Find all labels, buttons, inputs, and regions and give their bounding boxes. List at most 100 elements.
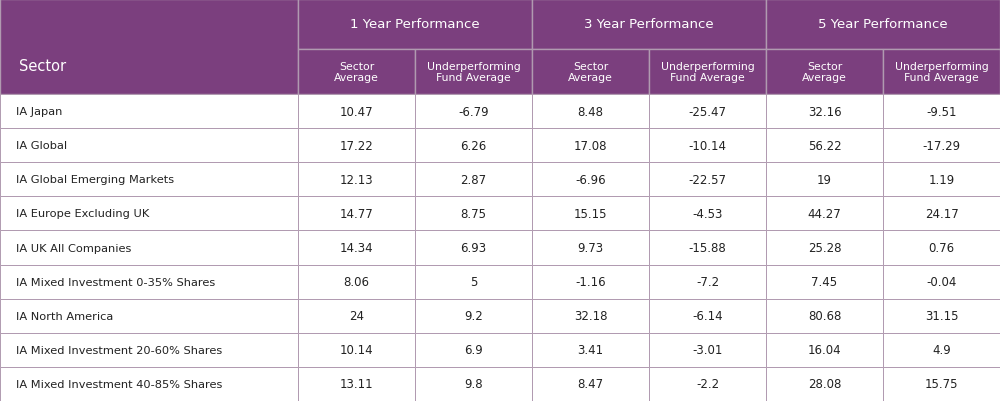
Text: 8.47: 8.47 (577, 377, 604, 391)
Bar (532, 0, 766, 50)
Bar (766, 333, 883, 367)
Text: 19: 19 (817, 173, 832, 186)
Bar (883, 231, 1000, 265)
Bar (0, 231, 298, 265)
Bar (883, 367, 1000, 401)
Text: 8.06: 8.06 (344, 275, 370, 288)
Text: 16.04: 16.04 (808, 344, 841, 356)
Text: 5 Year Performance: 5 Year Performance (818, 18, 948, 31)
Text: Underperforming
Fund Average: Underperforming Fund Average (895, 61, 988, 83)
Bar (298, 265, 415, 299)
Text: 6.9: 6.9 (464, 344, 483, 356)
Bar (766, 129, 883, 163)
Bar (0, 299, 298, 333)
Bar (649, 231, 766, 265)
Bar (0, 129, 298, 163)
Bar (415, 265, 532, 299)
Bar (883, 95, 1000, 129)
Text: 4.9: 4.9 (932, 344, 951, 356)
Bar (883, 129, 1000, 163)
Text: 3.41: 3.41 (577, 344, 604, 356)
Bar (649, 163, 766, 197)
Bar (298, 333, 415, 367)
Bar (415, 163, 532, 197)
Text: 5: 5 (470, 275, 477, 288)
Bar (649, 367, 766, 401)
Bar (766, 265, 883, 299)
Bar (649, 299, 766, 333)
Bar (298, 299, 415, 333)
Bar (415, 197, 532, 231)
Bar (0, 0, 298, 95)
Text: 24.17: 24.17 (925, 207, 958, 220)
Bar (0, 265, 298, 299)
Bar (766, 50, 883, 95)
Text: IA North America: IA North America (16, 311, 114, 321)
Bar (532, 95, 649, 129)
Bar (415, 299, 532, 333)
Bar (0, 197, 298, 231)
Bar (298, 163, 415, 197)
Bar (298, 95, 415, 129)
Bar (649, 129, 766, 163)
Bar (883, 265, 1000, 299)
Text: -4.53: -4.53 (692, 207, 723, 220)
Bar (532, 231, 649, 265)
Text: 32.16: 32.16 (808, 105, 841, 118)
Text: -2.2: -2.2 (696, 377, 719, 391)
Text: -6.96: -6.96 (575, 173, 606, 186)
Bar (415, 231, 532, 265)
Bar (532, 367, 649, 401)
Text: -17.29: -17.29 (922, 139, 961, 152)
Text: Underperforming
Fund Average: Underperforming Fund Average (661, 61, 754, 83)
Bar (415, 129, 532, 163)
Bar (532, 129, 649, 163)
Text: 28.08: 28.08 (808, 377, 841, 391)
Text: 3 Year Performance: 3 Year Performance (584, 18, 714, 31)
Bar (649, 333, 766, 367)
Bar (298, 50, 415, 95)
Bar (766, 95, 883, 129)
Bar (0, 163, 298, 197)
Bar (883, 299, 1000, 333)
Text: 9.8: 9.8 (464, 377, 483, 391)
Bar (0, 333, 298, 367)
Text: 9.73: 9.73 (577, 241, 604, 254)
Bar (532, 299, 649, 333)
Text: Sector
Average: Sector Average (802, 61, 847, 83)
Text: 56.22: 56.22 (808, 139, 841, 152)
Text: 12.13: 12.13 (340, 173, 373, 186)
Text: -3.01: -3.01 (692, 344, 723, 356)
Text: Sector
Average: Sector Average (334, 61, 379, 83)
Bar (298, 197, 415, 231)
Bar (298, 367, 415, 401)
Bar (766, 163, 883, 197)
Text: IA Global Emerging Markets: IA Global Emerging Markets (16, 175, 175, 185)
Text: -22.57: -22.57 (688, 173, 726, 186)
Text: 10.47: 10.47 (340, 105, 373, 118)
Text: IA Mixed Investment 20-60% Shares: IA Mixed Investment 20-60% Shares (16, 345, 223, 355)
Text: 6.93: 6.93 (460, 241, 487, 254)
Bar (532, 197, 649, 231)
Text: 10.14: 10.14 (340, 344, 373, 356)
Text: 24: 24 (349, 310, 364, 322)
Bar (766, 299, 883, 333)
Bar (0, 95, 298, 129)
Bar (883, 50, 1000, 95)
Bar (415, 95, 532, 129)
Bar (883, 197, 1000, 231)
Bar (0, 367, 298, 401)
Bar (415, 333, 532, 367)
Bar (415, 50, 532, 95)
Bar (883, 163, 1000, 197)
Text: 80.68: 80.68 (808, 310, 841, 322)
Bar (649, 95, 766, 129)
Bar (649, 197, 766, 231)
Text: -9.51: -9.51 (926, 105, 957, 118)
Text: -25.47: -25.47 (688, 105, 726, 118)
Bar (649, 50, 766, 95)
Bar (766, 0, 1000, 50)
Text: -6.14: -6.14 (692, 310, 723, 322)
Text: Sector
Average: Sector Average (568, 61, 613, 83)
Text: IA Europe Excluding UK: IA Europe Excluding UK (16, 209, 150, 219)
